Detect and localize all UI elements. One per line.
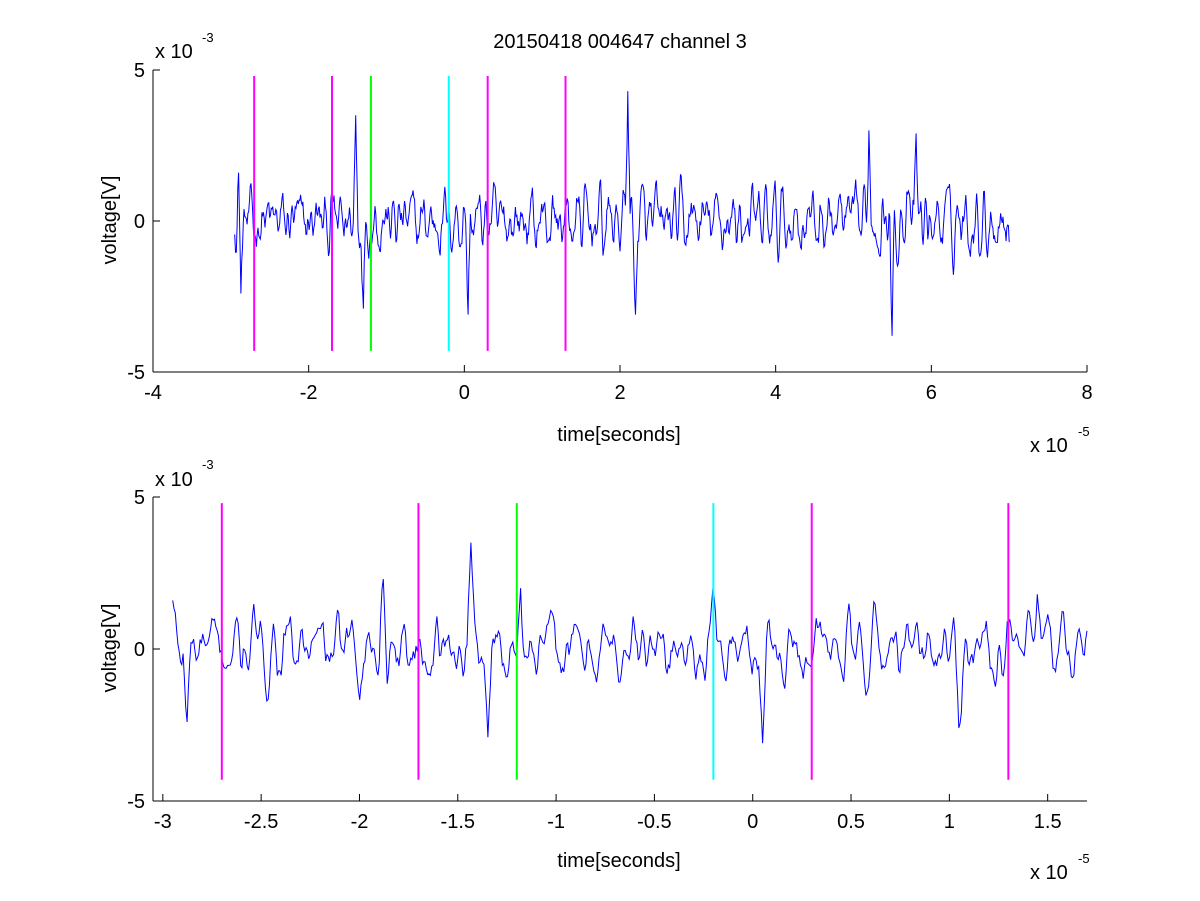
top-x-multiplier: x 10 -5 (1030, 424, 1090, 457)
bottom-x-tick-label: -1.5 (441, 811, 475, 833)
bottom-x-tick-label: 0 (747, 811, 758, 833)
top-x-axis-label: time[seconds] (557, 424, 680, 446)
top-x-tick-label: 2 (614, 382, 625, 404)
top-x-tick-label: 8 (1081, 382, 1092, 404)
bottom-y-multiplier-base: x 10 (155, 469, 193, 491)
top-y-tick-label: -5 (127, 362, 145, 384)
top-signal-line (234, 91, 1010, 336)
bottom-y-multiplier-exponent: -3 (202, 457, 214, 472)
bottom-y-tick-label: -5 (127, 791, 145, 813)
top-y-multiplier-base: x 10 (155, 41, 193, 63)
plot-title: 20150418 004647 channel 3 (493, 31, 747, 53)
bottom-y-axis-label: voltage[V] (99, 604, 121, 693)
bottom-x-tick-label: 0.5 (837, 811, 865, 833)
top-x-tick-label: -4 (144, 382, 162, 404)
bottom-plot: x 10 -3 x 10 -5 time[seconds] voltage[V]… (99, 457, 1090, 884)
bottom-y-multiplier: x 10 -3 (155, 457, 214, 491)
top-x-multiplier-exponent: -5 (1078, 424, 1090, 439)
bottom-x-multiplier-base: x 10 (1030, 862, 1068, 884)
top-x-tick-label: 4 (770, 382, 781, 404)
bottom-x-tick-label: -2.5 (244, 811, 278, 833)
bottom-y-tick-label: 5 (134, 487, 145, 509)
top-x-tick-label: 6 (926, 382, 937, 404)
top-y-axis-label: voltage[V] (99, 176, 121, 265)
bottom-x-multiplier-exponent: -5 (1078, 851, 1090, 866)
top-x-tick-label: -2 (300, 382, 318, 404)
top-y-multiplier: x 10 -3 (155, 30, 214, 63)
top-plot: 20150418 004647 channel 3 x 10 -3 x 10 -… (99, 30, 1093, 457)
top-y-multiplier-exponent: -3 (202, 30, 214, 45)
bottom-x-tick-label: -1 (547, 811, 565, 833)
bottom-x-tick-label: 1.5 (1034, 811, 1062, 833)
top-y-tick-label: 0 (134, 211, 145, 233)
bottom-y-tick-label: 0 (134, 639, 145, 661)
top-y-tick-label: 5 (134, 60, 145, 82)
bottom-x-tick-label: -0.5 (637, 811, 671, 833)
top-x-tick-label: 0 (459, 382, 470, 404)
bottom-signal-line (172, 542, 1088, 744)
bottom-x-multiplier: x 10 -5 (1030, 851, 1090, 884)
bottom-x-tick-label: -3 (154, 811, 172, 833)
bottom-x-tick-label: 1 (944, 811, 955, 833)
bottom-x-tick-label: -2 (351, 811, 369, 833)
top-x-multiplier-base: x 10 (1030, 435, 1068, 457)
bottom-x-axis-label: time[seconds] (557, 850, 680, 872)
